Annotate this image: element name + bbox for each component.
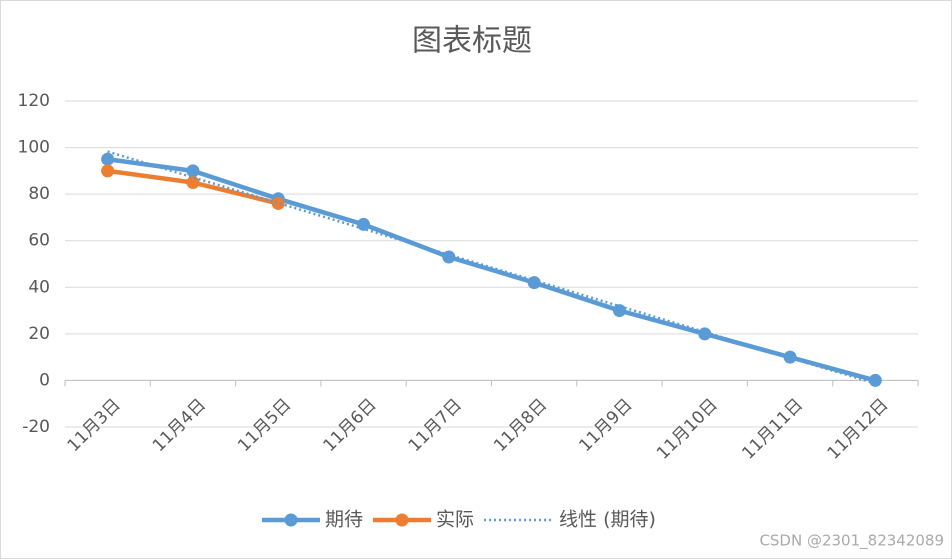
legend-label: 实际 (436, 509, 474, 531)
y-tick-label: -20 (22, 417, 50, 437)
series-line (107, 150, 876, 385)
series-marker (698, 327, 712, 341)
y-tick-label: 100 (18, 138, 50, 158)
series-marker (527, 276, 541, 290)
series-marker (101, 164, 115, 178)
legend-label: 期待 (325, 509, 363, 531)
y-tick-label: 60 (28, 231, 50, 251)
legend-label: 线性 (期待) (559, 509, 656, 531)
y-tick-label: 120 (18, 91, 50, 111)
watermark: CSDN @2301_82342089 (759, 532, 944, 551)
y-tick-label: 80 (28, 184, 50, 204)
series-marker (442, 250, 456, 264)
legend-marker (395, 513, 409, 527)
series-marker (783, 350, 797, 364)
series-marker (186, 176, 200, 189)
series-marker (101, 152, 115, 166)
series-marker (186, 164, 200, 178)
y-tick-label: 40 (28, 277, 50, 297)
series-marker (271, 196, 285, 210)
legend-marker (284, 513, 298, 527)
series-marker (357, 217, 371, 231)
y-tick-label: 0 (39, 370, 50, 390)
series-marker (612, 304, 626, 318)
y-tick-label: 20 (28, 324, 50, 344)
series-marker (868, 373, 882, 387)
chart-title: 图表标题 (412, 24, 532, 59)
series-line (105, 156, 878, 383)
